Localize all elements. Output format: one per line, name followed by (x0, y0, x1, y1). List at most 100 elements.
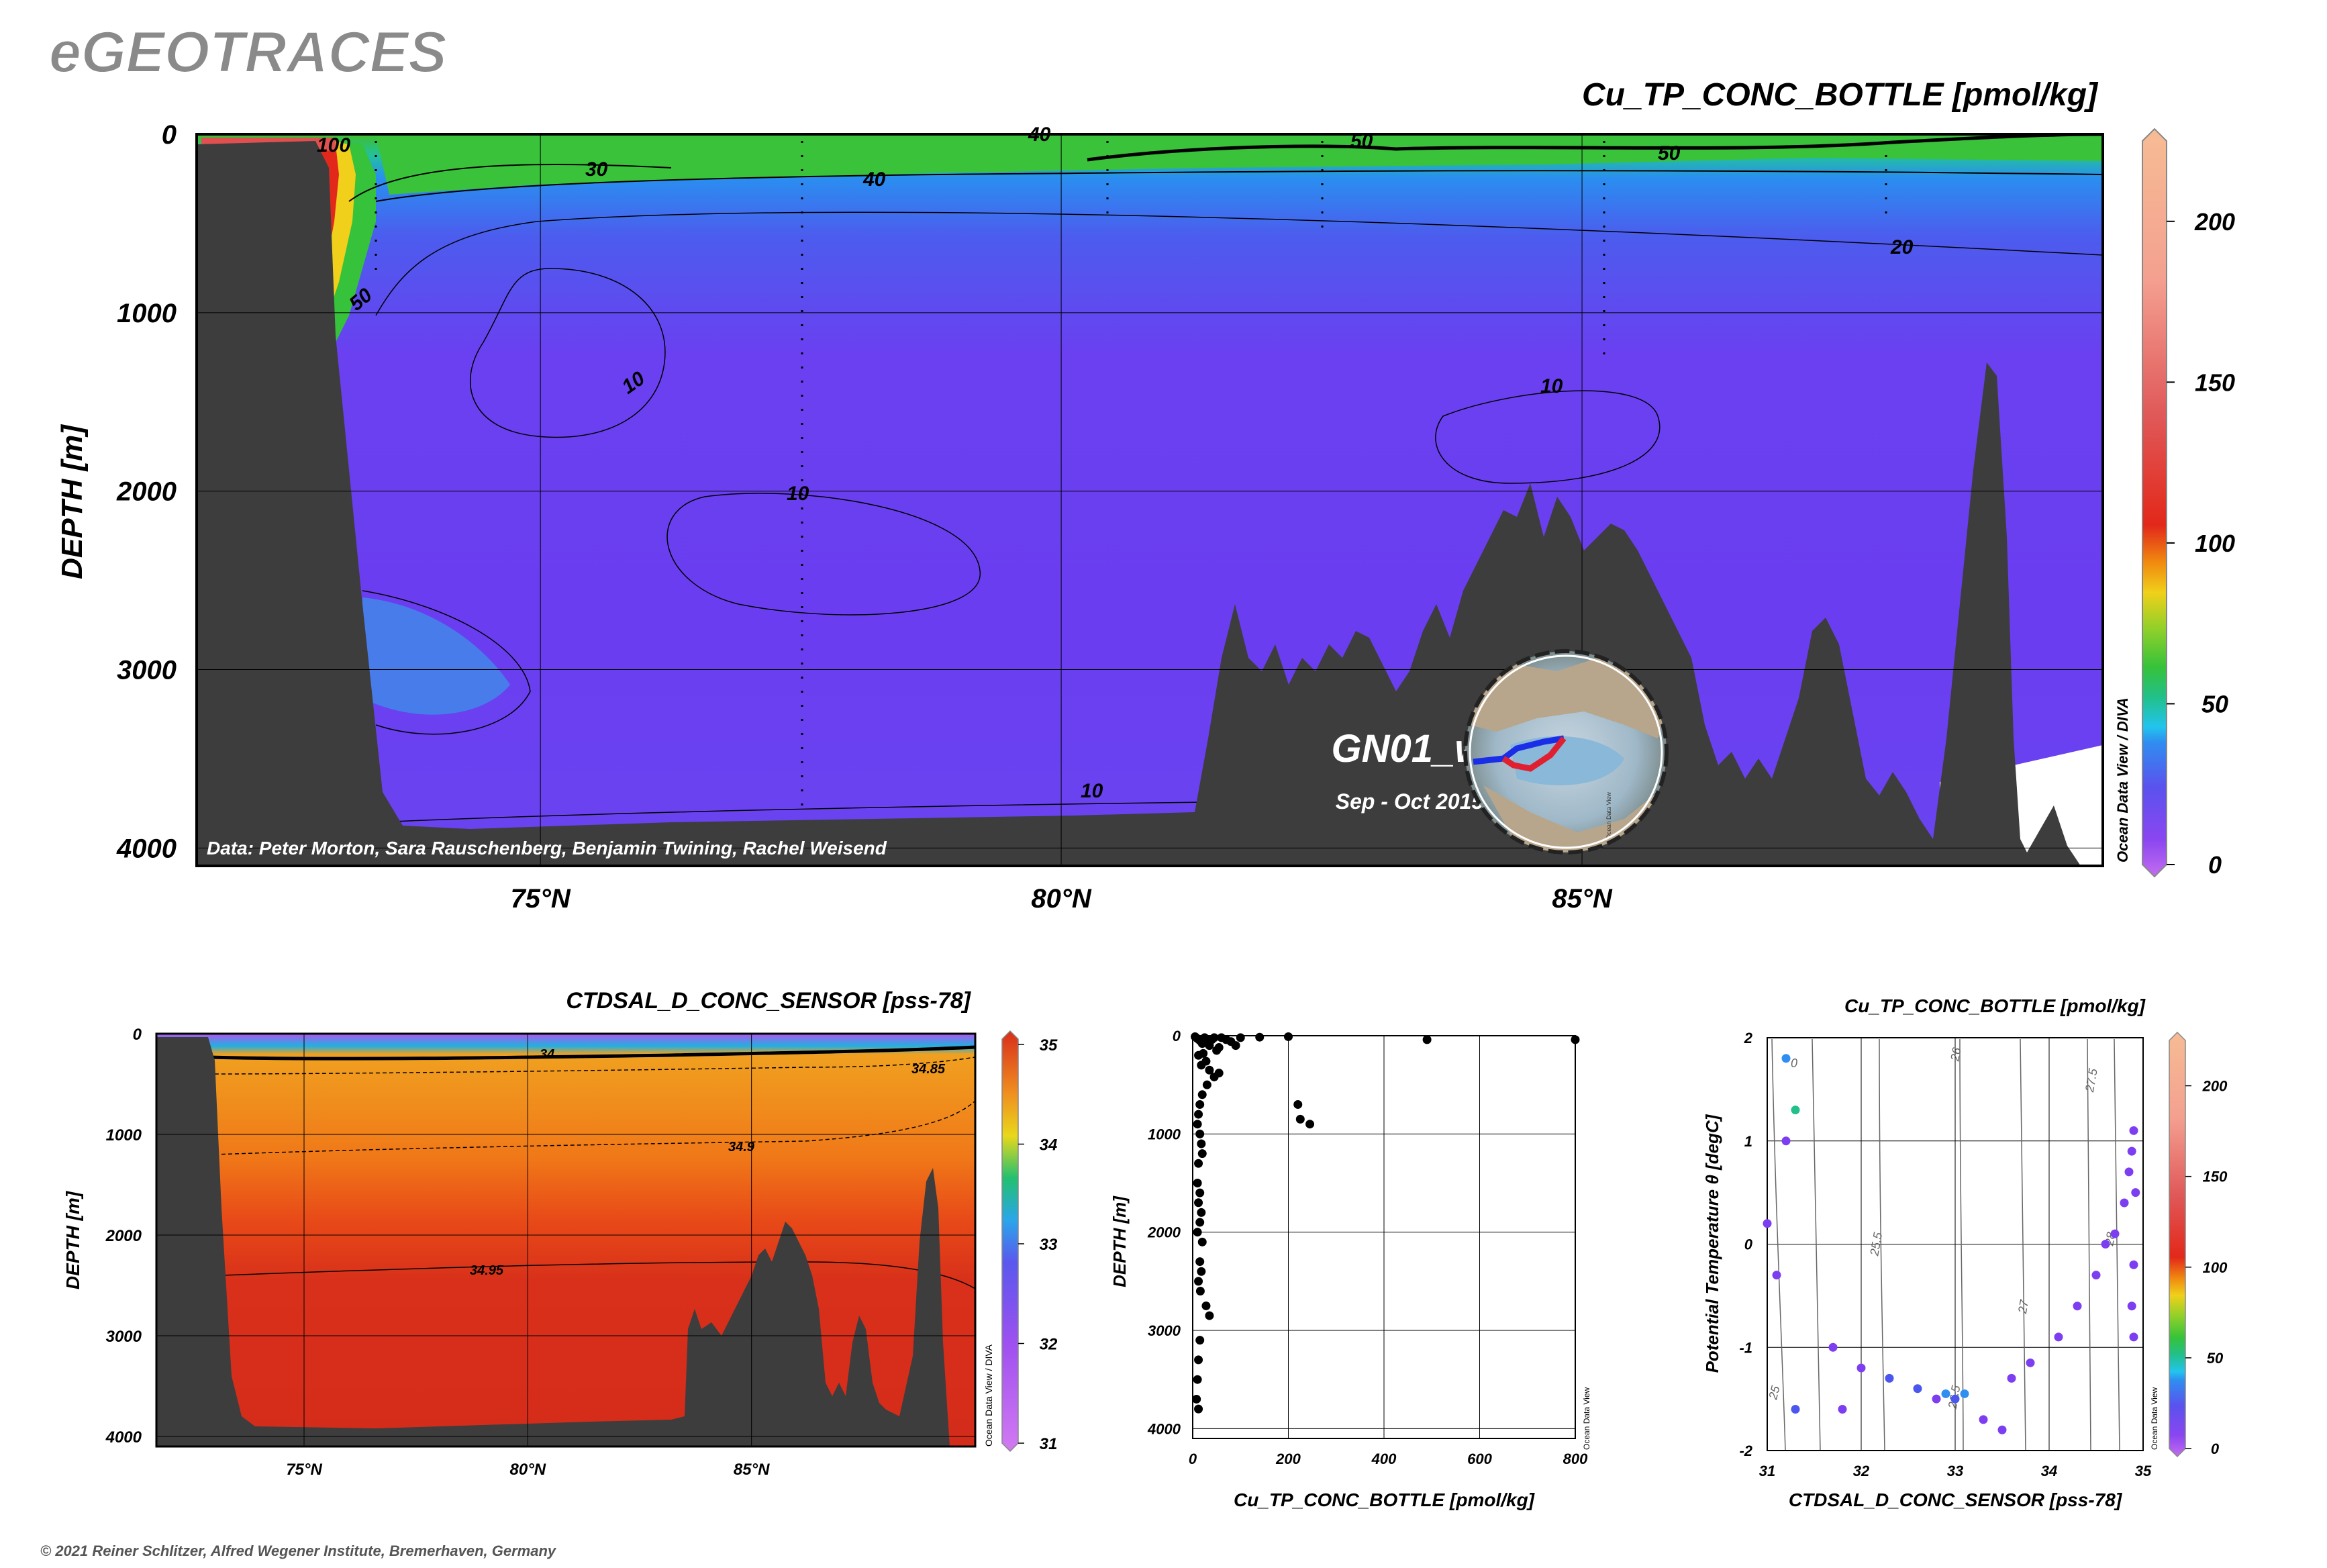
ts-colorbar: 0 50 100 150 200 (2169, 1031, 2228, 1458)
data-point (1950, 1394, 1960, 1404)
salinity-x-ticks: 75°N 80°N 85°N (286, 1461, 770, 1479)
y-tick-label: 4000 (105, 1428, 142, 1447)
salinity-grid (156, 1034, 975, 1447)
ts-y-ticks: 2 1 0 -1 -2 (1739, 1030, 1752, 1459)
data-point (2129, 1126, 2138, 1135)
contour-label: 40 (1028, 124, 1051, 146)
y-tick-label: 1000 (106, 1126, 142, 1144)
y-tick-label: 4000 (116, 834, 177, 863)
data-point (1209, 1033, 1219, 1042)
data-point (1195, 1218, 1205, 1227)
x-tick-label: 85°N (734, 1461, 770, 1479)
contour-label: 100 (317, 134, 350, 156)
y-tick-label: 3000 (106, 1328, 142, 1346)
map-shelf (1510, 736, 1624, 785)
cu-colorbar: 0 50 100 150 200 (2142, 128, 2235, 879)
copyright-notice: © 2021 Reiner Schlitzer, Alfred Wegener … (40, 1542, 557, 1559)
data-point (1214, 1043, 1224, 1052)
y-tick-label: 2000 (105, 1227, 142, 1245)
logo-text: eGEOTRACES (49, 20, 447, 85)
y-tick-label: 3000 (1148, 1322, 1181, 1339)
map-track (1501, 736, 1567, 772)
data-point (1763, 1219, 1772, 1228)
cu-colorbar-ticks: 0 50 100 150 200 (2167, 208, 2235, 879)
data-point (2054, 1332, 2063, 1342)
data-point (1193, 1179, 1202, 1188)
y-tick-label: -2 (1739, 1442, 1752, 1459)
cu-section-ylabel: DEPTH [m] (56, 424, 89, 579)
salinity-colorbar-ticks: 35 34 33 32 31 (1018, 1036, 1058, 1453)
data-point (1772, 1271, 1781, 1280)
colorbar-tick-label: 200 (2202, 1078, 2228, 1095)
ts-diagram-chart: Cu_TP_CONC_BOTTLE [pmol/kg] 0 25 25.5 26… (1702, 995, 2228, 1510)
data-point (1828, 1342, 1838, 1352)
data-point (1197, 1208, 1206, 1217)
salinity-section-title: CTDSAL_D_CONC_SENSOR [pss-78] (566, 988, 971, 1014)
isopycnal-label: 0 (1791, 1057, 1797, 1070)
colorbar-tick-label: 33 (1040, 1236, 1058, 1254)
ts-colorbar-ticks: 0 50 100 150 200 (2185, 1078, 2228, 1457)
y-tick-label: -1 (1739, 1339, 1752, 1356)
salinity-contour-3485 (214, 1057, 975, 1075)
data-point (1195, 1129, 1205, 1138)
salinity-contour-349 (214, 1100, 975, 1155)
x-tick-label: 31 (1759, 1463, 1775, 1479)
ts-frame (1767, 1037, 2144, 1451)
data-point (1193, 1375, 1202, 1384)
colorbar-tick-label: 32 (1040, 1336, 1058, 1354)
cu-section-frame (195, 133, 2104, 867)
contour-label: 40 (862, 168, 886, 191)
data-point (1202, 1080, 1211, 1089)
colorbar-tick-label: 0 (2211, 1440, 2220, 1457)
data-point (2073, 1302, 2082, 1311)
colorbar-tick-label: 0 (2208, 851, 2222, 879)
contour-label: 34.95 (470, 1263, 504, 1278)
colorbar-tick-label: 31 (1040, 1435, 1058, 1453)
data-point (1194, 1159, 1203, 1168)
x-tick-label: 0 (1189, 1451, 1197, 1467)
ts-points (1763, 1054, 2140, 1434)
data-point (1885, 1373, 1894, 1383)
data-point (1781, 1054, 1791, 1063)
contour-label: 34.9 (728, 1140, 755, 1155)
y-tick-label: 2000 (1147, 1224, 1181, 1241)
cu-profile-frame (1192, 1035, 1576, 1439)
contour-label: 10 (1540, 375, 1563, 397)
salinity-contour-labels: 34 34.85 34.9 34.95 (470, 1047, 946, 1278)
data-point (1231, 1041, 1240, 1050)
data-point (1195, 1188, 1205, 1197)
x-tick-label: 33 (1947, 1463, 1963, 1479)
data-point (1193, 1120, 1202, 1129)
data-point (1194, 1277, 1203, 1286)
y-tick-label: 0 (1173, 1028, 1181, 1044)
data-point (2091, 1271, 2101, 1280)
y-tick-label: 0 (1744, 1236, 1753, 1253)
y-tick-label: 3000 (117, 656, 177, 685)
cu-contour-10c (1435, 390, 1661, 484)
data-point (2129, 1260, 2138, 1269)
contour-label: 34.85 (911, 1062, 946, 1077)
data-point (1838, 1405, 1847, 1414)
data-point (1997, 1425, 2007, 1434)
data-point (1194, 1404, 1203, 1414)
data-point (1913, 1384, 1922, 1393)
contour-label: 34 (540, 1047, 554, 1062)
x-tick-label: 34 (2041, 1463, 2057, 1479)
data-point (1941, 1389, 1950, 1398)
data-point (1195, 1286, 1205, 1295)
salinity-section-chart: CTDSAL_D_CONC_SENSOR [pss-78] 0 1000 2000 3… (62, 988, 1058, 1479)
x-tick-label: 400 (1371, 1451, 1397, 1467)
data-point (1194, 1198, 1203, 1208)
colorbar-tick-label: 34 (1040, 1136, 1058, 1155)
data-point (2127, 1146, 2136, 1156)
data-point (1255, 1032, 1265, 1042)
salinity-side-label: Ocean Data View / DIVA (983, 1344, 994, 1447)
y-tick-label: 1 (1744, 1133, 1752, 1150)
x-tick-label: 80°N (1031, 884, 1091, 914)
cu-contour-50-surface (1087, 134, 2103, 162)
x-tick-label: 75°N (510, 884, 571, 914)
x-tick-label: 75°N (286, 1461, 322, 1479)
map-track (1473, 735, 1565, 765)
data-point (2129, 1332, 2138, 1342)
